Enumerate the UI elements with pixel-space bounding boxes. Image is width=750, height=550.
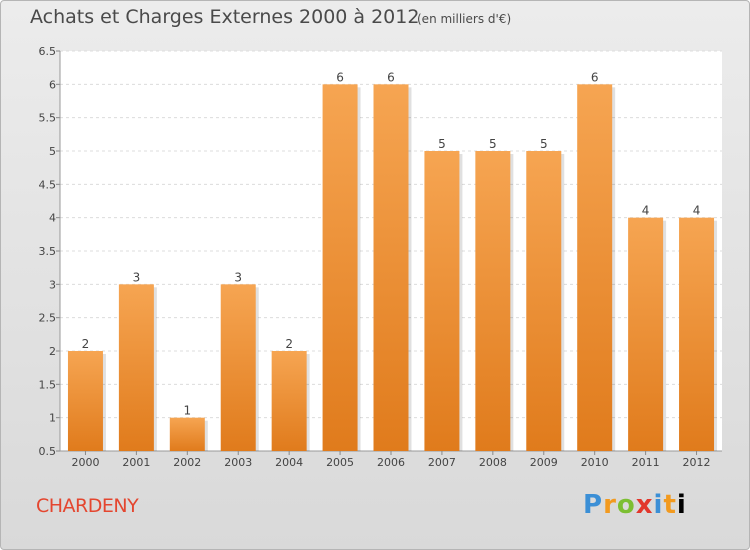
data-label-2000: 2	[82, 337, 90, 351]
x-tick-label-2008: 2008	[479, 456, 507, 469]
bar-2004	[271, 351, 307, 451]
y-tick-label: 5	[49, 145, 56, 158]
bar-2011	[628, 217, 664, 451]
data-label-2009: 5	[540, 137, 548, 151]
data-label-2004: 2	[285, 337, 293, 351]
y-tick-label: 6	[49, 78, 56, 91]
y-tick-label: 6.5	[39, 45, 57, 58]
data-label-2012: 4	[693, 204, 701, 218]
data-label-2002: 1	[183, 404, 191, 418]
x-tick-label-2009: 2009	[530, 456, 558, 469]
bar-2008	[475, 151, 511, 451]
y-tick-label: 3.5	[39, 245, 57, 258]
bar-2000	[67, 351, 103, 451]
bar-2006	[373, 84, 409, 451]
x-tick-label-2002: 2002	[173, 456, 201, 469]
data-label-2010: 6	[591, 70, 599, 84]
data-label-2006: 6	[387, 70, 395, 84]
data-label-2003: 3	[234, 270, 242, 284]
x-tick-label-2012: 2012	[683, 456, 711, 469]
y-tick-label: 5.5	[39, 112, 57, 125]
y-tick-label: 1	[49, 412, 56, 425]
y-tick-label: 0.5	[39, 445, 57, 458]
bar-2009	[526, 151, 562, 451]
data-label-2008: 5	[489, 137, 497, 151]
bar-2010	[577, 84, 613, 451]
y-tick-label: 2	[49, 345, 56, 358]
x-tick-label-2004: 2004	[275, 456, 303, 469]
y-tick-label: 4.5	[39, 178, 57, 191]
x-tick-label-2001: 2001	[122, 456, 150, 469]
x-tick-label-2000: 2000	[71, 456, 99, 469]
bar-2002	[169, 417, 205, 451]
x-tick-label-2007: 2007	[428, 456, 456, 469]
bar-2012	[679, 217, 715, 451]
commune-name: CHARDENY	[36, 495, 139, 517]
bar-2005	[322, 84, 358, 451]
data-label-2007: 5	[438, 137, 446, 151]
y-tick-label: 1.5	[39, 378, 57, 391]
bar-2007	[424, 151, 460, 451]
x-tick-label-2011: 2011	[632, 456, 660, 469]
data-label-2005: 6	[336, 70, 344, 84]
chart-title: Achats et Charges Externes 2000 à 2012	[30, 6, 420, 28]
x-tick-label-2010: 2010	[581, 456, 609, 469]
data-label-2001: 3	[133, 270, 141, 284]
data-label-2011: 4	[642, 204, 650, 218]
x-tick-label-2006: 2006	[377, 456, 405, 469]
y-tick-label: 3	[49, 278, 56, 291]
y-tick-label: 4	[49, 212, 56, 225]
bar-2003	[220, 284, 256, 451]
x-tick-label-2005: 2005	[326, 456, 354, 469]
proxiti-logo: Proxiti	[583, 490, 687, 520]
bar-2001	[118, 284, 154, 451]
y-tick-label: 2.5	[39, 312, 57, 325]
x-tick-label-2003: 2003	[224, 456, 252, 469]
chart-subtitle: (en milliers d'€)	[417, 12, 512, 26]
